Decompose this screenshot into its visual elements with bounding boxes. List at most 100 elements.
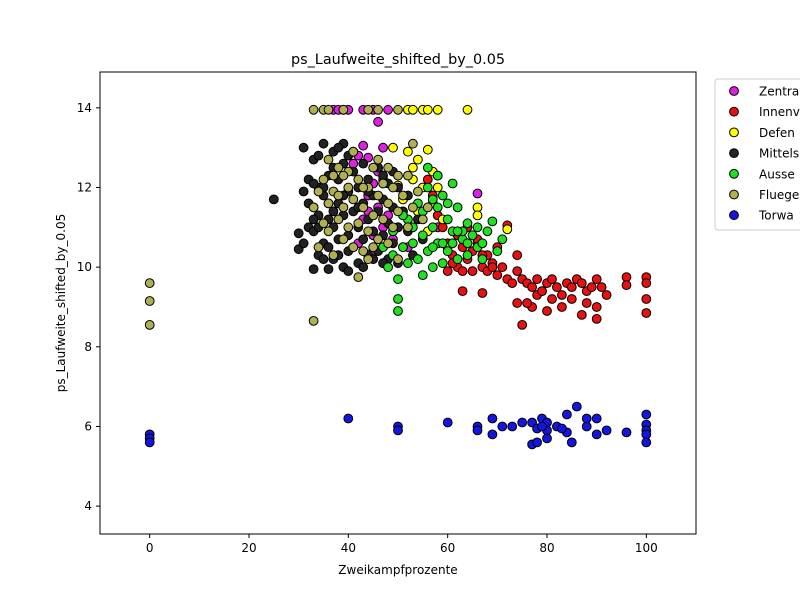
data-point [308, 178, 319, 189]
data-point [353, 218, 364, 229]
legend-items: Zentra Innenv Defen Mittels Ausse Fluege Torwa [729, 85, 800, 223]
data-point [502, 224, 513, 235]
data-point [393, 425, 403, 436]
data-point [313, 150, 324, 161]
data-point [566, 294, 577, 304]
data-point [293, 228, 304, 239]
data-point [477, 238, 488, 249]
data-point [532, 437, 542, 448]
data-point [368, 242, 379, 253]
data-point [512, 266, 523, 277]
data-point [442, 214, 453, 225]
x-tick-label: 40 [341, 541, 356, 555]
data-point [388, 142, 398, 153]
data-point [472, 222, 483, 233]
data-point [601, 290, 612, 300]
data-point [323, 264, 334, 275]
data-point [512, 250, 523, 261]
data-point [398, 242, 408, 253]
data-point [348, 194, 359, 205]
data-point [313, 186, 324, 197]
data-point [437, 238, 448, 249]
x-axis-label: Zweikampfprozente [338, 563, 457, 577]
data-point [144, 296, 155, 306]
data-point [596, 282, 607, 293]
data-point [343, 222, 354, 233]
data-point [422, 162, 433, 173]
data-point [517, 417, 528, 428]
data-point [641, 278, 652, 289]
data-point [393, 306, 403, 316]
data-point [641, 429, 652, 440]
data-point [353, 272, 364, 283]
data-point [462, 218, 473, 229]
data-point [417, 214, 428, 225]
data-point [557, 423, 567, 434]
data-point [621, 272, 632, 283]
data-point [462, 250, 473, 261]
legend-label: Fluege [759, 188, 799, 202]
data-point [408, 238, 418, 249]
data-point [487, 216, 498, 227]
data-point [343, 413, 354, 424]
data-point [358, 262, 369, 273]
data-point [417, 270, 428, 281]
data-point [517, 320, 528, 330]
data-point [527, 282, 537, 293]
data-point [353, 174, 364, 185]
data-point [621, 427, 632, 438]
data-point [442, 198, 453, 209]
data-point [472, 210, 483, 221]
data-point [298, 142, 309, 153]
legend-label: Innenv [759, 105, 800, 119]
data-point [144, 320, 155, 330]
data-point [537, 286, 547, 297]
data-point [586, 282, 597, 293]
data-point [576, 310, 587, 320]
data-point [368, 210, 379, 221]
data-point [472, 202, 483, 213]
axes-frame [99, 71, 697, 535]
data-point [383, 262, 394, 273]
data-point [378, 142, 389, 153]
data-point [333, 214, 344, 225]
data-point [333, 190, 344, 201]
data-point [462, 104, 473, 115]
data-point [408, 162, 418, 173]
data-point [338, 170, 349, 181]
data-point [383, 162, 394, 173]
data-point [581, 298, 592, 308]
data-point [393, 274, 403, 285]
y-tick-label: 14 [77, 101, 92, 115]
data-point [358, 246, 369, 257]
data-point [373, 116, 384, 127]
data-point [432, 182, 443, 193]
data-point [542, 433, 552, 444]
data-point [427, 242, 438, 253]
data-point [403, 146, 413, 157]
data-point [343, 182, 354, 193]
data-point [413, 254, 423, 265]
data-point [368, 162, 379, 173]
series-torwa [144, 401, 652, 450]
data-point [591, 314, 602, 324]
data-point [522, 298, 532, 308]
data-point [308, 104, 319, 115]
data-point [403, 222, 413, 233]
data-point [378, 214, 389, 225]
data-point [542, 306, 552, 316]
data-point [507, 278, 518, 289]
data-point [472, 425, 483, 436]
x-tick-label: 80 [539, 541, 554, 555]
data-point [373, 190, 384, 201]
data-point [318, 254, 329, 265]
data-point [338, 234, 349, 245]
legend-marker [729, 210, 739, 221]
data-point [547, 274, 557, 285]
data-point [442, 246, 453, 257]
data-point [497, 262, 508, 273]
data-point [363, 254, 374, 265]
data-point [422, 202, 433, 213]
data-point [472, 188, 483, 199]
data-point [378, 178, 389, 189]
